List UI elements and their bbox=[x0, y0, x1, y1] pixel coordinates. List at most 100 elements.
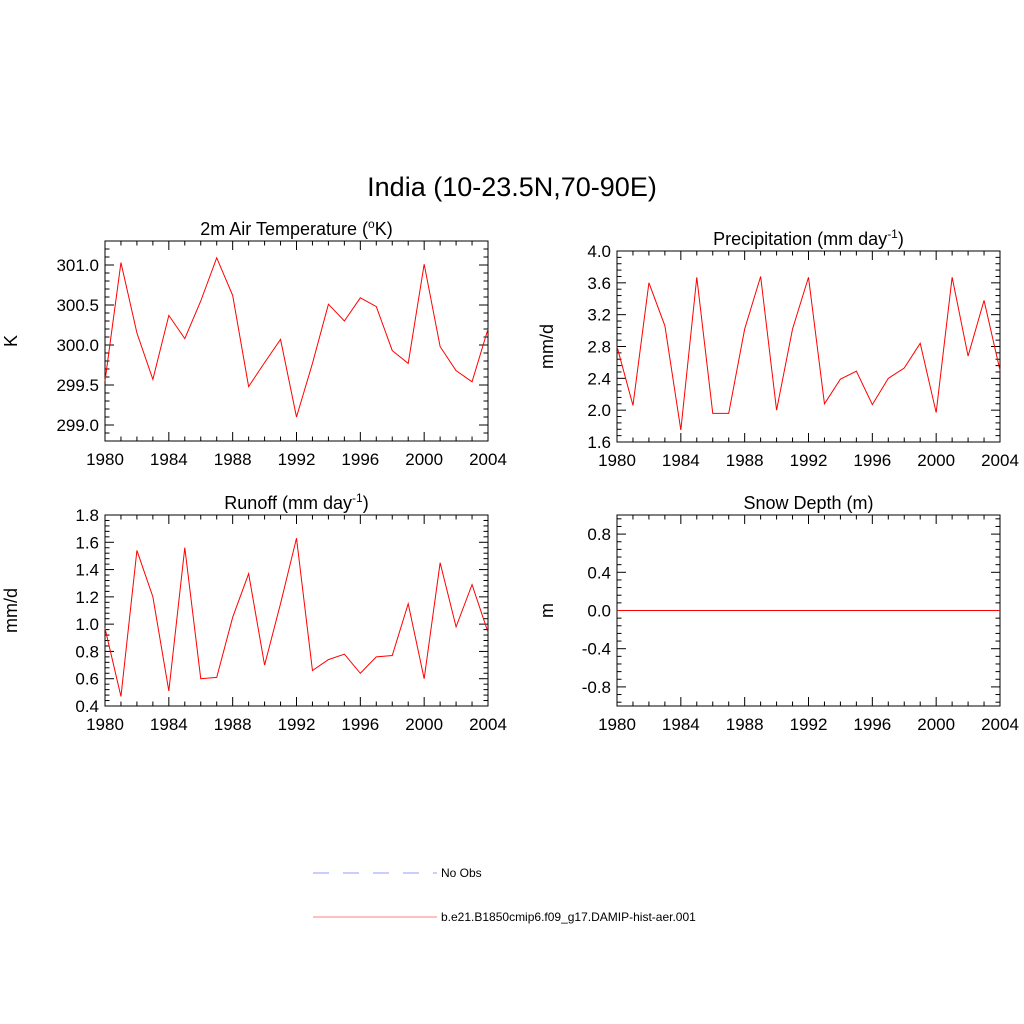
data-point bbox=[360, 673, 361, 674]
y-tick-label: 0.6 bbox=[75, 670, 99, 689]
data-point bbox=[920, 343, 921, 344]
panel-3: Runoff (mm day-1) 1980 1984 1988 1992 1996 200… bbox=[1, 491, 507, 734]
data-point bbox=[376, 306, 377, 307]
panel-title: Runoff (mm day-1) bbox=[224, 491, 368, 513]
data-point bbox=[344, 320, 345, 321]
x-tick-label: 1992 bbox=[278, 715, 316, 734]
panel-4: Snow Depth (m) 1980 1984 1988 1992 1996 2000 20… bbox=[537, 493, 1019, 734]
data-point bbox=[840, 379, 841, 380]
y-tick-label: 1.6 bbox=[75, 533, 99, 552]
data-point bbox=[983, 610, 984, 611]
y-tick-label: 300.5 bbox=[56, 296, 99, 315]
data-point bbox=[648, 282, 649, 283]
data-point bbox=[936, 412, 937, 413]
y-tick-label: 1.2 bbox=[75, 588, 99, 607]
data-point bbox=[264, 664, 265, 665]
data-point bbox=[616, 610, 617, 611]
data-point bbox=[616, 346, 617, 347]
y-tick-label: 0.4 bbox=[587, 563, 611, 582]
data-point bbox=[792, 610, 793, 611]
x-tick-label: 2000 bbox=[405, 450, 443, 469]
y-tick-label: 1.0 bbox=[75, 615, 99, 634]
data-point bbox=[328, 659, 329, 660]
data-point bbox=[424, 678, 425, 679]
data-point bbox=[744, 328, 745, 329]
data-point bbox=[904, 367, 905, 368]
x-tick-label: 2000 bbox=[917, 715, 955, 734]
data-point bbox=[712, 610, 713, 611]
data-point bbox=[200, 678, 201, 679]
data-point bbox=[328, 304, 329, 305]
data-point bbox=[440, 346, 441, 347]
data-point bbox=[680, 610, 681, 611]
data-point bbox=[216, 257, 217, 258]
data-point bbox=[104, 380, 105, 381]
data-point bbox=[264, 362, 265, 363]
y-axis-label: K bbox=[1, 335, 21, 347]
x-tick-label: 1984 bbox=[662, 715, 700, 734]
panel-title-text: ) bbox=[363, 493, 369, 513]
legend: No Obs b.e21.B1850cmip6.f09_g17.DAMIP-his… bbox=[313, 866, 696, 924]
y-tick-label: 299.5 bbox=[56, 376, 99, 395]
data-point bbox=[455, 626, 456, 627]
x-tick-label: 1992 bbox=[790, 715, 828, 734]
data-point bbox=[840, 610, 841, 611]
x-tick-label: 2000 bbox=[405, 715, 443, 734]
data-point bbox=[136, 550, 137, 551]
data-point bbox=[312, 363, 313, 364]
data-point bbox=[471, 381, 472, 382]
x-tick-label: 1980 bbox=[86, 715, 124, 734]
panel-1: 2m Air Temperature (oK) 1980 1984 1988 1992 1… bbox=[1, 217, 507, 469]
y-tick-label: 0.4 bbox=[75, 697, 99, 716]
legend-label: b.e21.B1850cmip6.f09_g17.DAMIP-hist-aer.… bbox=[441, 910, 696, 924]
data-point bbox=[952, 277, 953, 278]
panel-title: 2m Air Temperature (oK) bbox=[200, 217, 392, 239]
data-point bbox=[152, 379, 153, 380]
data-point bbox=[888, 378, 889, 379]
legend-label: No Obs bbox=[441, 866, 482, 880]
x-tick-label: 1996 bbox=[853, 451, 891, 470]
x-tick-label: 1988 bbox=[726, 451, 764, 470]
data-point bbox=[440, 562, 441, 563]
data-point bbox=[696, 277, 697, 278]
y-tick-label: 299.0 bbox=[56, 416, 99, 435]
data-point bbox=[152, 596, 153, 597]
data-point bbox=[487, 328, 488, 329]
x-tick-label: 1980 bbox=[598, 715, 636, 734]
series-line bbox=[616, 276, 1001, 431]
data-point bbox=[712, 413, 713, 414]
panel-title-text: Precipitation (mm day bbox=[713, 229, 887, 249]
plot-frame bbox=[104, 514, 489, 707]
data-point bbox=[999, 370, 1000, 371]
data-point bbox=[104, 628, 105, 629]
data-point bbox=[824, 403, 825, 404]
data-point bbox=[248, 386, 249, 387]
data-point bbox=[696, 610, 697, 611]
data-point bbox=[872, 610, 873, 611]
x-tick-label: 1988 bbox=[214, 450, 252, 469]
data-point bbox=[200, 300, 201, 301]
panel-title-superscript: -1 bbox=[887, 227, 898, 241]
data-point bbox=[824, 610, 825, 611]
data-point bbox=[983, 300, 984, 301]
x-tick-label: 2004 bbox=[469, 715, 507, 734]
x-tick-label: 2004 bbox=[981, 715, 1019, 734]
panel-title-text: Runoff (mm day bbox=[224, 493, 352, 513]
x-tick-label: 1984 bbox=[150, 450, 188, 469]
y-axis-label: mm/d bbox=[537, 324, 557, 369]
data-point bbox=[872, 404, 873, 405]
data-point bbox=[280, 603, 281, 604]
data-point bbox=[120, 262, 121, 263]
data-point bbox=[184, 547, 185, 548]
data-point bbox=[999, 610, 1000, 611]
panel-title-text: Snow Depth (m) bbox=[743, 493, 873, 513]
data-point bbox=[248, 573, 249, 574]
data-point bbox=[760, 276, 761, 277]
x-tick-label: 1988 bbox=[726, 715, 764, 734]
data-point bbox=[184, 338, 185, 339]
y-tick-label: -0.8 bbox=[582, 678, 611, 697]
y-tick-label: 1.8 bbox=[75, 506, 99, 525]
data-point bbox=[312, 670, 313, 671]
x-tick-label: 1980 bbox=[86, 450, 124, 469]
panel-title-text: 2m Air Temperature ( bbox=[200, 219, 368, 239]
